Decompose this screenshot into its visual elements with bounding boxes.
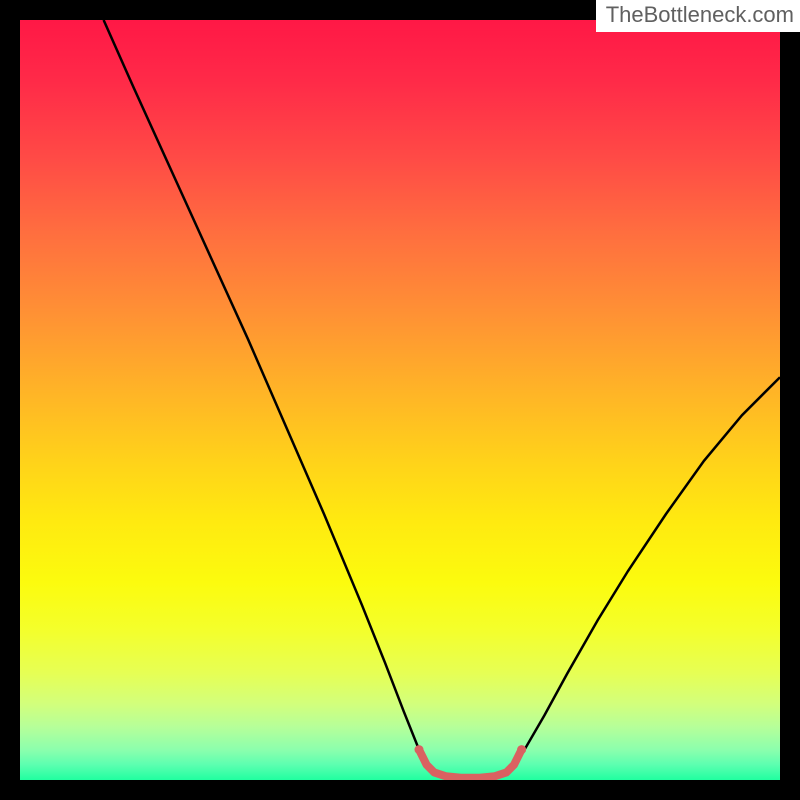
chart-background-gradient [20, 20, 780, 780]
optimal-range-endcap-left [415, 745, 424, 754]
watermark-label: TheBottleneck.com [596, 0, 800, 32]
optimal-range-endcap-right [517, 745, 526, 754]
bottleneck-chart [0, 0, 800, 800]
